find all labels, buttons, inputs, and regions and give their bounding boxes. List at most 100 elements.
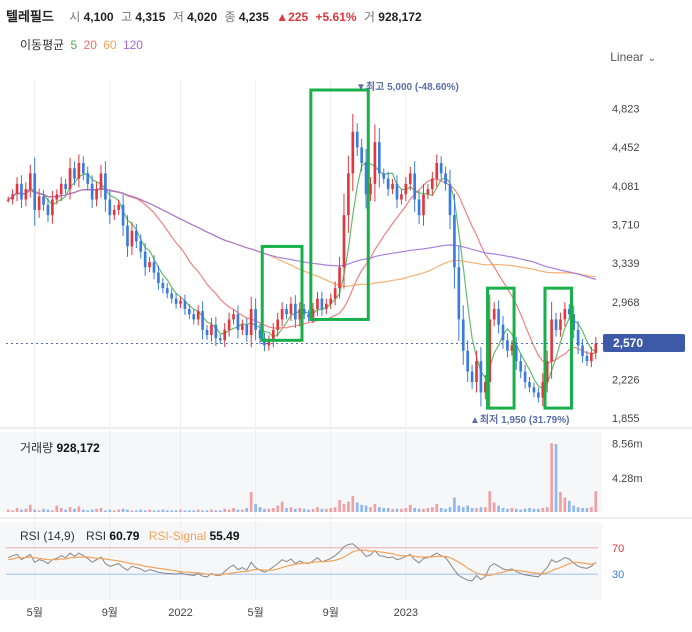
volume-bar (377, 507, 381, 512)
y-tick-label: 4,081 (612, 181, 640, 193)
chevron-down-icon: ⌄ (647, 53, 656, 64)
volume-bar (514, 508, 518, 512)
volume-bar (400, 508, 403, 512)
candle-body (33, 173, 37, 210)
candle-body (196, 311, 200, 320)
volume-bar (15, 508, 19, 512)
candle-body (506, 340, 509, 351)
candle-body (214, 324, 218, 339)
candle-body (360, 147, 363, 164)
change-value: ▲225 (276, 10, 309, 24)
change-pct: +5.61% (315, 10, 357, 24)
volume-bar (461, 507, 465, 512)
volume-bar (68, 507, 72, 512)
volume-bar (245, 508, 249, 512)
volume-bar (285, 508, 288, 512)
rsi-signal-line (8, 549, 596, 577)
volume-bar (95, 508, 98, 512)
candle-body (581, 345, 584, 356)
candle-body (501, 324, 505, 341)
candle-body (373, 142, 377, 184)
volume-bar (581, 508, 584, 512)
candle-body (444, 173, 447, 184)
volume-bar (329, 508, 333, 512)
volume-panel-bg (0, 432, 602, 512)
volume-bar (210, 509, 213, 512)
candle-body (338, 267, 341, 289)
low-value: 4,020 (187, 10, 218, 24)
candle-body (6, 199, 10, 202)
candle-body (130, 230, 134, 247)
candle-body (28, 173, 32, 190)
volume-bar (37, 510, 41, 512)
volume-bar (559, 492, 562, 512)
volume-bar (594, 491, 598, 512)
candle-body (426, 189, 430, 195)
candle-body (117, 204, 120, 210)
volume-bar (276, 505, 280, 512)
volume-bar (448, 507, 452, 512)
volume-bar (576, 507, 580, 512)
candle-body (417, 199, 421, 216)
volume-bar (355, 502, 359, 512)
candle-body (170, 293, 173, 299)
candle-body (267, 340, 271, 346)
volume-bar (126, 509, 129, 512)
volume-bar (77, 506, 81, 512)
candle-body (90, 183, 94, 200)
candle-body (563, 309, 567, 320)
candle-body (342, 215, 346, 268)
close-value: 4,235 (238, 10, 269, 24)
candle-body (408, 173, 412, 184)
candle-body (121, 204, 125, 226)
candle-body (431, 178, 434, 190)
volume-bar (258, 507, 262, 512)
volume-bar (501, 508, 505, 512)
candle-body (453, 215, 456, 268)
volume-bar (232, 508, 235, 512)
volume-bar (585, 508, 589, 512)
volume-bars (6, 443, 598, 512)
candle-body (294, 303, 297, 320)
candle-body (479, 361, 483, 393)
candle-body (139, 241, 143, 252)
volume-bar (179, 509, 182, 512)
candle-body (157, 272, 160, 283)
x-tick-label: 2022 (168, 607, 192, 619)
volume-bar (254, 504, 257, 512)
high-label: 고 (120, 10, 132, 24)
candle-body (81, 163, 85, 174)
candle-body (369, 183, 372, 195)
candle-body (112, 209, 116, 216)
rsi-level-70-label: 70 (612, 543, 624, 555)
candle-body (510, 345, 514, 351)
high-value: 4,315 (135, 10, 166, 24)
volume-bar (99, 508, 103, 512)
volume-bar (117, 509, 120, 512)
candle-body (541, 382, 545, 398)
scale-mode-dropdown[interactable]: Linear ⌄ (610, 50, 656, 64)
candle-body (413, 173, 416, 200)
candle-body (236, 314, 240, 330)
candle-body (316, 298, 319, 310)
volume-bar (298, 508, 302, 512)
candle-body (73, 168, 76, 179)
candle-body (227, 319, 231, 330)
moving-average-legend[interactable]: 이동평균 5 20 60 120 (20, 36, 143, 53)
candle-body (572, 314, 576, 330)
volume-bar (435, 504, 439, 512)
candle-body (484, 382, 487, 393)
volume-bar (545, 507, 549, 512)
volume-bar (152, 510, 156, 512)
volume-bar (541, 508, 545, 512)
volume-bar (249, 492, 253, 512)
volume-bar (360, 504, 363, 512)
candle-body (590, 352, 593, 362)
candle-body (258, 329, 262, 339)
volume-bar (307, 509, 310, 512)
volume-bar (320, 508, 324, 512)
volume-bar (413, 508, 416, 512)
rsi-value: 60.79 (109, 529, 140, 543)
volume-panel-label: 거래량 928,172 (20, 439, 100, 456)
